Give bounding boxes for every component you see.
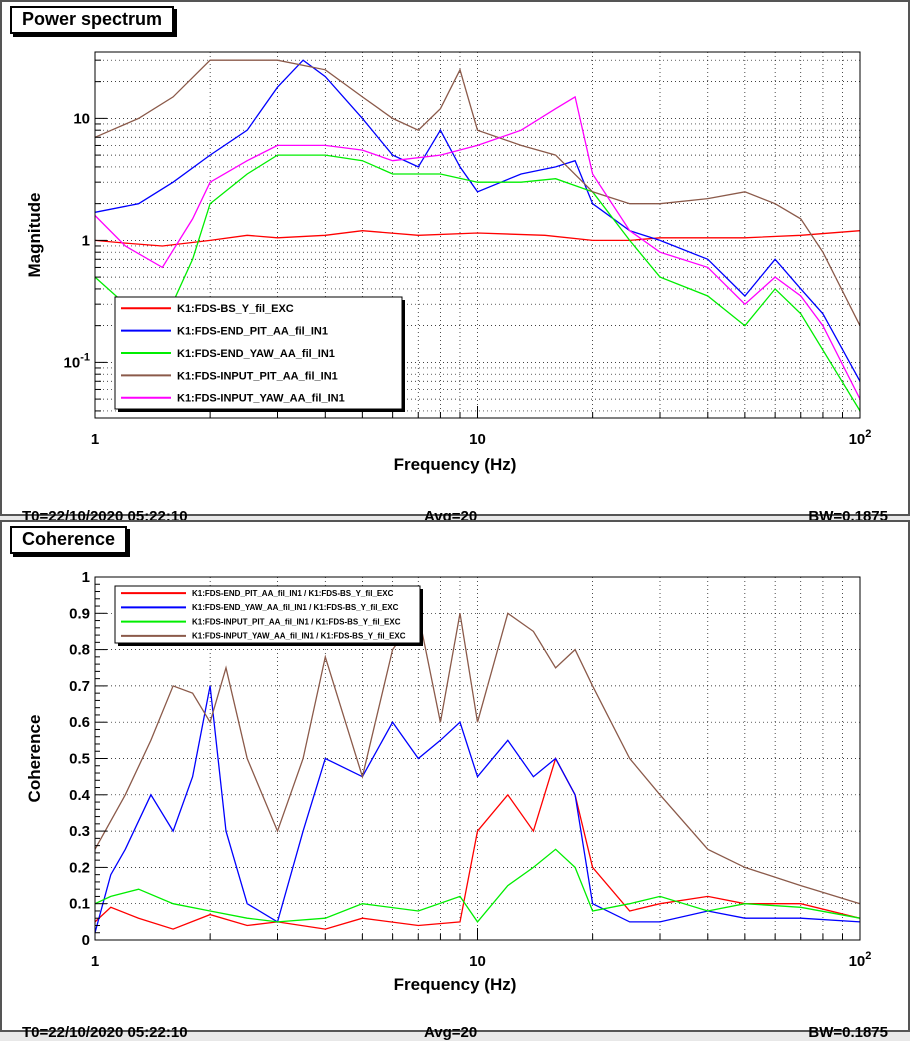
y-axis-label: Coherence [25, 715, 44, 803]
avg-label: Avg=20 [424, 1024, 478, 1041]
x-tick-label: 1 [91, 431, 99, 448]
x-tick-label: 102 [849, 428, 872, 448]
y-tick-label: 0.1 [69, 896, 90, 913]
y-tick-label: 0.4 [69, 787, 91, 804]
legend-entry: K1:FDS-INPUT_PIT_AA_fil_IN1 / K1:FDS-BS_… [192, 617, 401, 626]
legend-entry: K1:FDS-INPUT_YAW_AA_fil_IN1 [177, 393, 345, 405]
x-tick-label: 102 [849, 950, 872, 970]
y-tick-label: 0.3 [69, 823, 90, 840]
y-tick-label: 0.8 [69, 642, 90, 659]
series-line-4 [94, 95, 861, 400]
series-line-3 [94, 611, 861, 905]
y-tick-label: 0.6 [69, 714, 90, 731]
bw-label: BW=0.1875 [808, 1024, 888, 1041]
legend: K1:FDS-BS_Y_fil_EXC K1:FDS-END_PIT_AA_fil… [114, 296, 405, 412]
coherence-title[interactable]: Coherence [10, 526, 128, 554]
legend-entry: K1:FDS-INPUT_PIT_AA_fil_IN1 [177, 370, 338, 382]
series-line-1 [94, 685, 861, 933]
y-tick-label: 1 [82, 569, 90, 586]
x-tick-label: 1 [91, 953, 99, 970]
series-line-2 [94, 154, 861, 412]
legend-entry: K1:FDS-END_PIT_AA_fil_IN1 / K1:FDS-BS_Y_… [192, 589, 394, 598]
legend-entry: K1:FDS-END_YAW_AA_fil_IN1 / K1:FDS-BS_Y_… [192, 603, 399, 612]
x-tick-label: 10 [469, 953, 486, 970]
x-axis-label: Frequency (Hz) [394, 975, 517, 994]
legend-entry: K1:FDS-END_PIT_AA_fil_IN1 [177, 325, 328, 337]
legend-box [114, 585, 421, 644]
legend-entry: K1:FDS-INPUT_YAW_AA_fil_IN1 / K1:FDS-BS_… [192, 632, 406, 641]
x-tick-label: 10 [469, 431, 486, 448]
coherence-panel: 1 10 102 0 0.1 0.2 0.3 0.4 0.5 0.6 0.7 0.8 0.9 1 Frequ… [0, 520, 910, 1041]
series-line-1 [94, 59, 861, 382]
y-tick-label: 0.9 [69, 605, 90, 622]
y-tick-label: 0.7 [69, 678, 90, 695]
legend-entry: K1:FDS-BS_Y_fil_EXC [177, 303, 294, 315]
t0-label: T0=22/10/2020 05:22:10 [22, 1024, 188, 1041]
coherence-plot: 1 10 102 0 0.1 0.2 0.3 0.4 0.5 0.6 0.7 0.8 0.9 1 Frequ… [25, 569, 872, 994]
power-spectrum-title[interactable]: Power spectrum [10, 6, 175, 34]
y-tick-label: 0 [82, 932, 90, 949]
y-tick-label: 0.2 [69, 859, 90, 876]
y-tick-label: 1 [82, 232, 90, 249]
y-axis-label: Magnitude [25, 193, 44, 278]
y-tick-label: 10 [73, 110, 90, 127]
series-line-3 [94, 59, 861, 326]
power-spectrum-plot: 1 10 102 10-1 1 10 Frequency (Hz) Magnitude K1:F… [25, 51, 872, 474]
legend: K1:FDS-END_PIT_AA_fil_IN1 / K1:FDS-BS_Y_… [114, 585, 423, 646]
legend-entry: K1:FDS-END_YAW_AA_fil_IN1 [177, 348, 335, 360]
y-tick-label: 10-1 [64, 351, 90, 371]
power-spectrum-panel: 1 10 102 10-1 1 10 Frequency (Hz) Magnitude K1:F… [0, 0, 910, 525]
series-line-0 [94, 230, 861, 247]
series-line-2 [94, 848, 861, 923]
y-tick-label: 0.5 [69, 751, 90, 768]
x-axis-label: Frequency (Hz) [394, 455, 517, 474]
